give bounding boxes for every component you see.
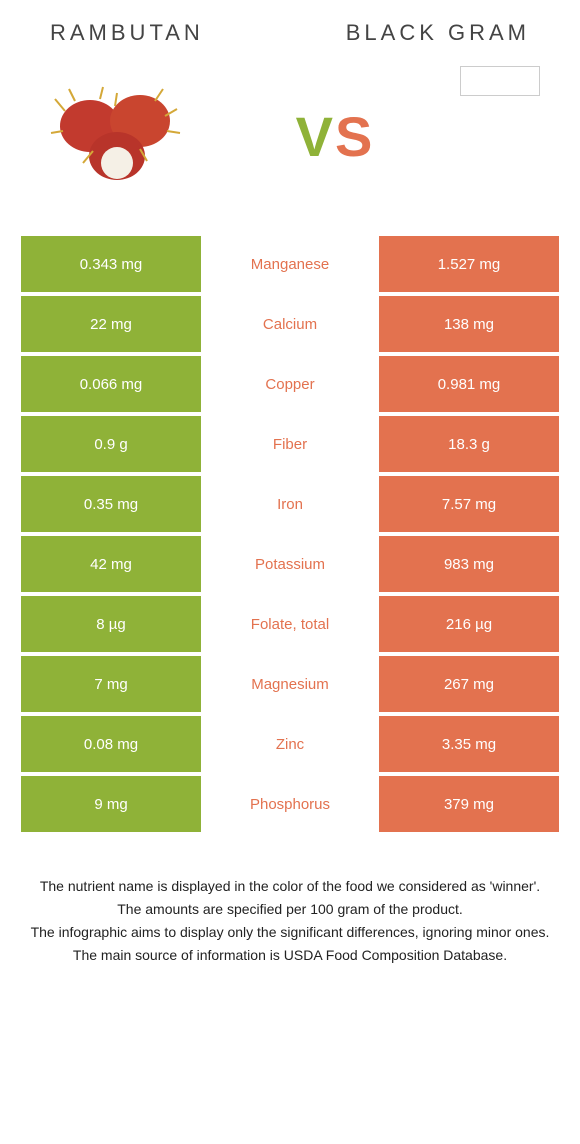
nutrient-label-cell: Folate, total — [201, 596, 379, 652]
right-value-cell: 1.527 mg — [379, 236, 559, 292]
left-value-cell: 0.9 g — [21, 416, 201, 472]
nutrient-label-cell: Iron — [201, 476, 379, 532]
right-value-cell: 267 mg — [379, 656, 559, 712]
right-value-cell: 379 mg — [379, 776, 559, 832]
note-line: The infographic aims to display only the… — [20, 922, 560, 943]
vs-s: S — [335, 105, 374, 168]
note-line: The nutrient name is displayed in the co… — [20, 876, 560, 897]
left-food-title: Rambutan — [50, 20, 204, 46]
left-value-cell: 0.08 mg — [21, 716, 201, 772]
nutrient-label-cell: Magnesium — [201, 656, 379, 712]
right-value-cell: 983 mg — [379, 536, 559, 592]
nutrient-table: 0.343 mgManganese1.527 mg22 mgCalcium138… — [21, 236, 559, 832]
right-value-cell: 18.3 g — [379, 416, 559, 472]
right-value-cell: 3.35 mg — [379, 716, 559, 772]
right-food-image-placeholder — [460, 66, 540, 96]
vs-row: VS — [0, 66, 580, 236]
vs-v: V — [296, 105, 335, 168]
table-row: 7 mgMagnesium267 mg — [21, 656, 559, 712]
note-line: The amounts are specified per 100 gram o… — [20, 899, 560, 920]
left-value-cell: 9 mg — [21, 776, 201, 832]
left-food-image — [40, 76, 210, 196]
rambutan-icon — [45, 81, 205, 191]
left-value-cell: 42 mg — [21, 536, 201, 592]
left-value-cell: 7 mg — [21, 656, 201, 712]
titles-row: Rambutan Black Gram — [0, 20, 580, 66]
nutrient-label-cell: Phosphorus — [201, 776, 379, 832]
table-row: 0.9 gFiber18.3 g — [21, 416, 559, 472]
left-value-cell: 0.35 mg — [21, 476, 201, 532]
table-row: 8 µgFolate, total216 µg — [21, 596, 559, 652]
note-line: The main source of information is USDA F… — [20, 945, 560, 966]
nutrient-label-cell: Zinc — [201, 716, 379, 772]
table-row: 0.35 mgIron7.57 mg — [21, 476, 559, 532]
nutrient-label-cell: Fiber — [201, 416, 379, 472]
right-value-cell: 0.981 mg — [379, 356, 559, 412]
vs-label: VS — [296, 104, 375, 169]
left-value-cell: 0.066 mg — [21, 356, 201, 412]
right-value-cell: 138 mg — [379, 296, 559, 352]
table-row: 42 mgPotassium983 mg — [21, 536, 559, 592]
nutrient-label-cell: Manganese — [201, 236, 379, 292]
right-value-cell: 7.57 mg — [379, 476, 559, 532]
table-row: 9 mgPhosphorus379 mg — [21, 776, 559, 832]
left-value-cell: 22 mg — [21, 296, 201, 352]
table-row: 22 mgCalcium138 mg — [21, 296, 559, 352]
right-food-title: Black Gram — [346, 20, 530, 46]
nutrient-label-cell: Potassium — [201, 536, 379, 592]
table-row: 0.08 mgZinc3.35 mg — [21, 716, 559, 772]
infographic-container: Rambutan Black Gram — [0, 0, 580, 966]
nutrient-label-cell: Copper — [201, 356, 379, 412]
right-value-cell: 216 µg — [379, 596, 559, 652]
table-row: 0.066 mgCopper0.981 mg — [21, 356, 559, 412]
table-row: 0.343 mgManganese1.527 mg — [21, 236, 559, 292]
nutrient-label-cell: Calcium — [201, 296, 379, 352]
left-value-cell: 0.343 mg — [21, 236, 201, 292]
left-value-cell: 8 µg — [21, 596, 201, 652]
footnotes: The nutrient name is displayed in the co… — [0, 836, 580, 966]
